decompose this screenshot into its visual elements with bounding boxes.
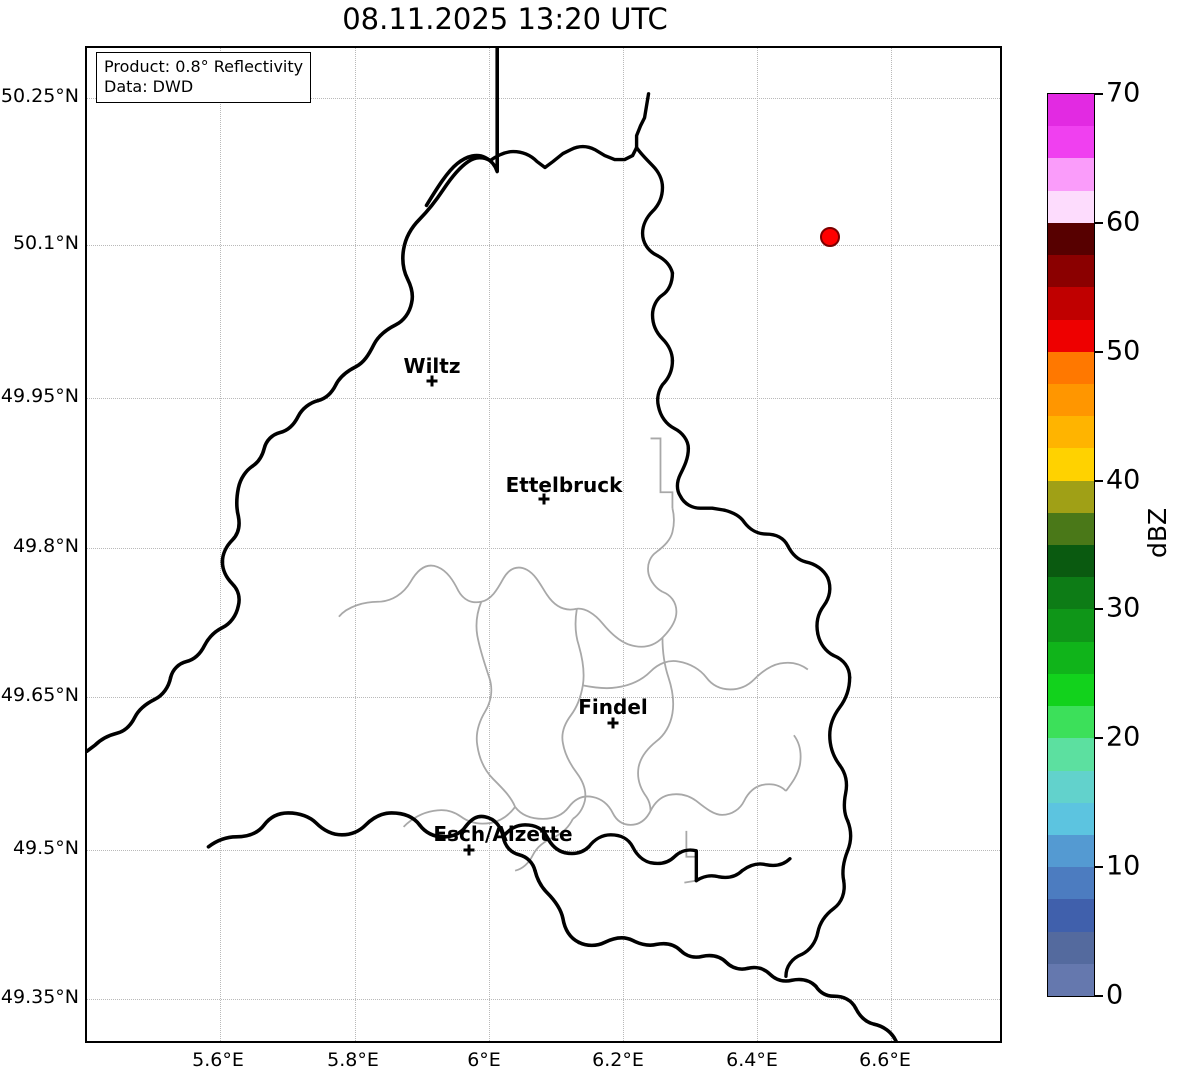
gridline-horizontal-6 [87, 999, 1000, 1001]
colorbar-tick-mark-6 [1094, 866, 1103, 869]
colorbar-band-5 [1048, 255, 1094, 288]
luxembourg-national-border [87, 48, 898, 1041]
colorbar-band-27 [1048, 963, 1094, 997]
colorbar-band-25 [1048, 899, 1094, 933]
colorbar-tick-mark-1 [1094, 221, 1103, 224]
gridline-vertical-5 [891, 48, 893, 1041]
page-title: 08.11.2025 13:20 UTC [342, 2, 668, 36]
colorbar-band-14 [1048, 545, 1094, 578]
gridline-vertical-3 [623, 48, 625, 1041]
gridline-horizontal-3 [87, 548, 1000, 550]
colorbar-tick-mark-4 [1094, 608, 1103, 611]
colorbar-tick-label-4: 30 [1106, 592, 1141, 624]
x-tick-label-5: 6.6°E [859, 1049, 911, 1071]
colorbar-band-7 [1048, 319, 1094, 353]
y-tick-label-0: 50.25°N [0, 85, 79, 107]
y-tick-label-6: 49.35°N [0, 986, 79, 1008]
gridline-vertical-1 [355, 48, 357, 1041]
colorbar-band-15 [1048, 577, 1094, 610]
colorbar-tick-mark-5 [1094, 737, 1103, 740]
colorbar-tick-label-0: 70 [1106, 77, 1141, 109]
y-tick-label-1: 50.1°N [12, 232, 79, 254]
city-label-ettelbruck: Ettelbruck [505, 473, 623, 497]
x-tick-label-4: 6.4°E [726, 1049, 778, 1071]
city-marker-icon-wiltz [426, 375, 438, 387]
y-tick-label-4: 49.65°N [0, 684, 79, 706]
city-marker-icon-ettelbruck [538, 493, 550, 505]
colorbar-tick-mark-2 [1094, 350, 1103, 353]
gridline-horizontal-0 [87, 98, 1000, 100]
city-label-findel: Findel [578, 695, 648, 719]
y-tick-label-3: 49.8°N [12, 535, 79, 557]
colorbar-band-1 [1048, 126, 1094, 159]
gridline-horizontal-1 [87, 245, 1000, 247]
map-geometry [87, 48, 898, 1041]
colorbar-band-13 [1048, 512, 1094, 546]
x-tick-label-2: 6°E [467, 1049, 501, 1071]
city-marker-icon-findel [607, 717, 619, 729]
y-tick-label-5: 49.5°N [12, 837, 79, 859]
colorbar-band-12 [1048, 480, 1094, 514]
colorbar-band-20 [1048, 738, 1094, 771]
gridline-horizontal-5 [87, 850, 1000, 852]
city-marker-icon-esch-alzette [463, 844, 475, 856]
x-tick-label-3: 6.2°E [592, 1049, 644, 1071]
map-plot-area[interactable]: Wiltz Ettelbruck Findel Esch/Alzette [85, 46, 1002, 1043]
gridline-horizontal-2 [87, 398, 1000, 400]
city-label-wiltz: Wiltz [403, 354, 461, 378]
gridline-vertical-2 [489, 48, 491, 1041]
colorbar-band-21 [1048, 770, 1094, 804]
x-tick-label-0: 5.6°E [192, 1049, 244, 1071]
colorbar-band-6 [1048, 287, 1094, 320]
colorbar-band-26 [1048, 931, 1094, 965]
gridline-horizontal-4 [87, 697, 1000, 699]
colorbar-band-9 [1048, 383, 1094, 417]
luxembourg-outline [488, 92, 853, 978]
colorbar-tick-label-1: 60 [1106, 206, 1141, 238]
colorbar-band-24 [1048, 867, 1094, 900]
radar-echo-cell-0 [820, 227, 840, 247]
colorbar-band-22 [1048, 802, 1094, 836]
colorbar-band-3 [1048, 190, 1094, 224]
colorbar-band-11 [1048, 448, 1094, 482]
colorbar-tick-label-3: 40 [1106, 464, 1141, 496]
colorbar-band-16 [1048, 609, 1094, 643]
colorbar-band-8 [1048, 351, 1094, 385]
colorbar-band-0 [1048, 94, 1094, 127]
colorbar-axis-label: dBZ [1143, 507, 1172, 558]
colorbar-band-23 [1048, 834, 1094, 868]
gridline-vertical-0 [220, 48, 222, 1041]
gridline-vertical-4 [757, 48, 759, 1041]
colorbar-band-4 [1048, 222, 1094, 256]
colorbar-tick-label-2: 50 [1106, 335, 1141, 367]
colorbar-tick-label-7: 0 [1106, 979, 1124, 1011]
colorbar-tick-mark-0 [1094, 93, 1103, 95]
colorbar-band-19 [1048, 706, 1094, 739]
colorbar-tick-label-5: 20 [1106, 721, 1141, 753]
colorbar-band-18 [1048, 673, 1094, 707]
product-info-box: Product: 0.8° Reflectivity Data: DWD [96, 52, 312, 103]
colorbar-tick-mark-7 [1094, 995, 1103, 997]
city-label-esch-alzette: Esch/Alzette [433, 822, 573, 846]
x-tick-label-1: 5.8°E [327, 1049, 379, 1071]
canton-boundaries [338, 437, 809, 884]
colorbar-tick-mark-3 [1094, 479, 1103, 482]
colorbar-band-10 [1048, 416, 1094, 449]
colorbar-band-2 [1048, 158, 1094, 192]
colorbar[interactable] [1047, 93, 1095, 997]
data-source-line: Data: DWD [104, 77, 194, 96]
colorbar-tick-label-6: 10 [1106, 850, 1141, 882]
y-tick-label-2: 49.95°N [0, 385, 79, 407]
colorbar-band-17 [1048, 641, 1094, 675]
product-line: Product: 0.8° Reflectivity [104, 57, 304, 76]
